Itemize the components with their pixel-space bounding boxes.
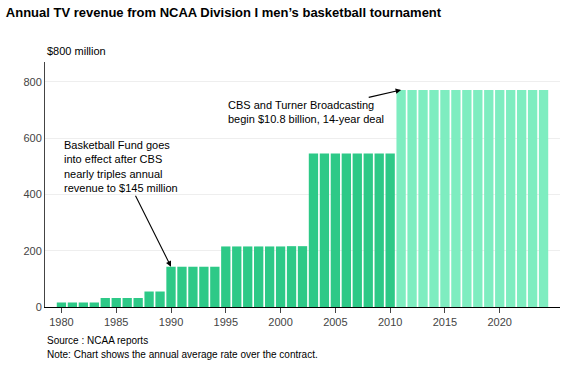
svg-text:0: 0	[36, 301, 42, 313]
svg-text:1990: 1990	[159, 316, 183, 328]
svg-text:400: 400	[23, 188, 41, 200]
svg-text:Source : NCAA reports: Source : NCAA reports	[47, 335, 148, 346]
svg-text:$800 million: $800 million	[47, 45, 106, 57]
svg-text:Annual TV revenue from NCAA Di: Annual TV revenue from NCAA Division I m…	[6, 5, 442, 20]
svg-text:2005: 2005	[323, 316, 347, 328]
svg-text:800: 800	[23, 76, 41, 88]
svg-text:Basketball Fund goesinto effec: Basketball Fund goesinto effect after CB…	[64, 139, 178, 194]
svg-text:2020: 2020	[487, 316, 511, 328]
svg-text:2015: 2015	[433, 316, 457, 328]
svg-text:1995: 1995	[214, 316, 238, 328]
svg-text:1980: 1980	[49, 316, 73, 328]
svg-text:Note: Chart shows the annual a: Note: Chart shows the annual average rat…	[47, 349, 318, 360]
svg-text:CBS and Turner Broadcastingbeg: CBS and Turner Broadcastingbegin $10.8 b…	[228, 99, 384, 125]
svg-text:600: 600	[23, 132, 41, 144]
svg-text:2000: 2000	[268, 316, 292, 328]
svg-text:200: 200	[23, 245, 41, 257]
svg-text:1985: 1985	[104, 316, 128, 328]
svg-text:2010: 2010	[378, 316, 402, 328]
